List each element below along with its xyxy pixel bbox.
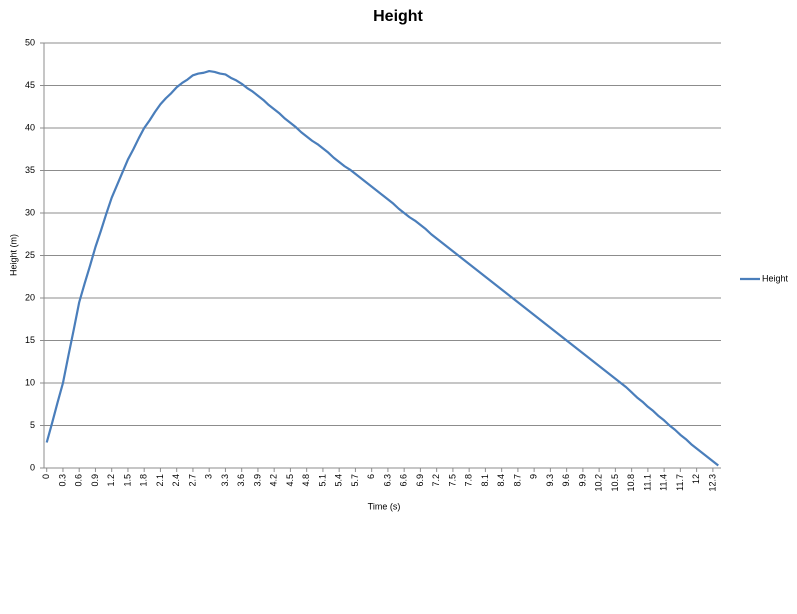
x-tick-label: 5.1 xyxy=(317,474,327,487)
x-tick-label: 3.3 xyxy=(220,474,230,487)
x-tick-label: 6.9 xyxy=(415,474,425,487)
x-tick-label: 3.6 xyxy=(236,474,246,487)
x-tick-label: 8.1 xyxy=(480,474,490,487)
y-tick-label: 10 xyxy=(25,377,35,387)
x-tick-label: 0.6 xyxy=(74,474,84,487)
x-tick-label: 11.4 xyxy=(659,474,669,491)
y-tick-label: 45 xyxy=(25,80,35,90)
x-tick-label: 5.4 xyxy=(334,474,344,487)
x-tick-label: 5.7 xyxy=(350,474,360,487)
x-tick-label: 4.5 xyxy=(285,474,295,487)
x-tick-label: 2.4 xyxy=(171,474,181,487)
x-tick-label: 8.4 xyxy=(496,474,506,487)
x-tick-label: 0.9 xyxy=(90,474,100,487)
y-axis-label: Height (m) xyxy=(8,234,18,276)
x-tick-label: 7.8 xyxy=(464,474,474,487)
y-tick-label: 50 xyxy=(25,37,35,47)
y-tick-label: 35 xyxy=(25,165,35,175)
x-tick-label: 1.8 xyxy=(139,474,149,487)
x-tick-label: 1.5 xyxy=(122,474,132,487)
x-tick-label: 8.7 xyxy=(512,474,522,487)
x-tick-label: 12 xyxy=(691,474,701,484)
chart-title: Height xyxy=(373,8,423,25)
y-tick-label: 30 xyxy=(25,207,35,217)
x-tick-label: 9.6 xyxy=(561,474,571,487)
x-tick-label: 7.2 xyxy=(431,474,441,487)
x-tick-label: 1.2 xyxy=(106,474,116,487)
y-tick-label: 20 xyxy=(25,292,35,302)
x-tick-label: 10.2 xyxy=(594,474,604,492)
x-tick-label: 9 xyxy=(529,474,539,479)
y-tick-label: 5 xyxy=(30,420,35,430)
x-tick-label: 0.3 xyxy=(57,474,67,487)
x-tick-label: 4.8 xyxy=(301,474,311,487)
x-tick-label: 7.5 xyxy=(447,474,457,487)
x-tick-label: 2.1 xyxy=(155,474,165,487)
x-tick-label: 12.3 xyxy=(707,474,717,492)
x-tick-label: 9.9 xyxy=(577,474,587,487)
x-tick-label: 6.6 xyxy=(399,474,409,487)
x-tick-label: 0 xyxy=(41,474,51,479)
x-tick-label: 6.3 xyxy=(382,474,392,487)
x-axis-label: Time (s) xyxy=(368,501,401,511)
y-tick-label: 25 xyxy=(25,250,35,260)
x-tick-label: 4.2 xyxy=(269,474,279,487)
x-tick-label: 10.5 xyxy=(610,474,620,492)
y-tick-label: 15 xyxy=(25,335,35,345)
legend-label: Height xyxy=(762,273,789,283)
x-tick-label: 11.7 xyxy=(675,474,685,491)
x-tick-label: 2.7 xyxy=(187,474,197,487)
data-line xyxy=(45,69,719,467)
x-tick-label: 10.8 xyxy=(626,474,636,492)
x-tick-label: 3 xyxy=(204,474,214,479)
x-tick-label: 9.3 xyxy=(545,474,555,487)
x-tick-label: 6 xyxy=(366,474,376,479)
x-tick-label: 3.9 xyxy=(252,474,262,487)
x-tick-label: 11.1 xyxy=(642,474,652,491)
y-tick-label: 0 xyxy=(30,462,35,472)
y-tick-label: 40 xyxy=(25,122,35,132)
